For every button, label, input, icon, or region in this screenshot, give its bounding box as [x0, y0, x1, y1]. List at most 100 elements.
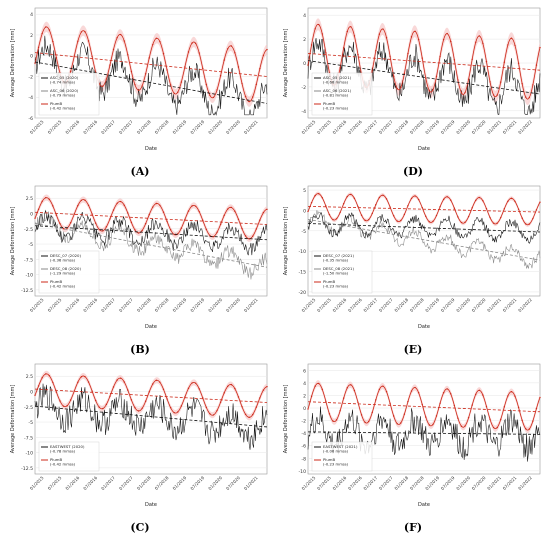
plumb-point — [244, 235, 247, 237]
x-tick-label: 07/2015 — [47, 475, 63, 491]
plumb-point — [98, 406, 100, 408]
x-tick-label: 01/2016 — [64, 475, 80, 491]
plumb-point — [241, 82, 243, 85]
plot-frame — [34, 185, 268, 297]
plumb-point — [521, 82, 523, 85]
plumb-point — [94, 222, 97, 224]
plumb-point — [475, 41, 477, 43]
plumb-point — [500, 418, 502, 421]
plumb-point — [510, 197, 513, 200]
plumb-point — [428, 221, 431, 223]
plumb-point — [148, 213, 150, 216]
legend-entry: DESC_07 (2021) (-0.35 mm/a) — [323, 253, 354, 262]
plumb-point — [77, 381, 79, 383]
plumb-point — [109, 395, 111, 397]
plumb-point — [435, 214, 438, 217]
plumb-point — [248, 416, 250, 419]
plumb-point — [442, 391, 445, 394]
x-tick-label: 01/2017 — [100, 119, 116, 135]
plumb-point — [155, 202, 158, 205]
plumb-point — [187, 51, 190, 53]
y-tick-label: 2 — [303, 393, 306, 399]
y-tick-label: 0 — [303, 208, 306, 214]
plumb-point — [41, 200, 43, 203]
plumb-point — [262, 389, 265, 391]
x-tick-label: 01/2017 — [100, 297, 116, 313]
x-tick-label: 07/2018 — [154, 119, 170, 135]
plumb-point — [252, 413, 254, 416]
plumb-point — [507, 395, 509, 397]
plumb-point — [55, 57, 58, 59]
panel-label: (E) — [403, 343, 423, 356]
plumb-point — [219, 223, 222, 226]
plumb-point — [191, 205, 193, 207]
x-tick-label: 07/2021 — [502, 119, 518, 135]
legend-entry: PlumB (-0.42 mm/a) — [50, 457, 76, 466]
plumb-point — [421, 206, 423, 209]
plumb-point — [152, 383, 154, 385]
plumb-point — [335, 218, 338, 220]
plumb-point — [59, 222, 61, 225]
plumb-point — [48, 29, 50, 31]
plumb-point — [109, 64, 111, 66]
plot-frame — [307, 185, 541, 297]
plumb-point — [392, 415, 395, 417]
plumb-trend-line — [34, 388, 268, 403]
plumb-point — [144, 222, 147, 225]
plumb-point — [321, 33, 323, 35]
plumb-point — [478, 196, 481, 199]
x-tick-label: 07/2020 — [471, 119, 487, 135]
plumb-point — [464, 221, 466, 224]
plumb-point — [227, 48, 229, 50]
plumb-point — [77, 204, 79, 207]
x-tick-label: 07/2020 — [225, 475, 241, 491]
plumb-point — [137, 89, 140, 91]
plumb-point — [266, 385, 268, 388]
black-trend-line — [34, 225, 268, 241]
plumb-point — [450, 199, 452, 201]
x-tick-label: 01/2019 — [172, 297, 188, 313]
plumb-point — [353, 35, 356, 37]
chart-panel: 2.5 0 -2.5 -5 -7.5 -10 -12.5 01/2015 07/2015 01/2… — [5, 358, 275, 536]
y-tick-label: 2.5 — [26, 196, 33, 202]
chart-panel: 5 0 -5 -10 -15 -20 01/2015 07/2015 01/2016 07/201… — [278, 180, 548, 358]
plumb-point — [467, 416, 470, 419]
plumb-point — [141, 407, 143, 410]
plumb-point — [442, 198, 445, 201]
plumb-point — [514, 44, 516, 47]
plumb-point — [321, 197, 323, 199]
plumb-point — [342, 397, 345, 399]
plumb-point — [230, 45, 233, 47]
plumb-point — [525, 428, 527, 430]
plumb-point — [414, 195, 416, 197]
plumb-point — [205, 83, 208, 86]
plumb-point — [130, 399, 133, 401]
black-trend-line — [307, 431, 541, 435]
plumb-point — [34, 62, 36, 64]
plumb-point — [471, 207, 473, 209]
plumb-point — [80, 31, 83, 33]
x-tick-label: 01/2017 — [362, 119, 378, 135]
plumb-point — [400, 86, 402, 89]
plumb-point — [130, 221, 133, 224]
plumb-point — [205, 406, 208, 409]
plumb-point — [241, 406, 243, 408]
x-tick-label: 01/2021 — [243, 297, 259, 313]
plumb-point — [234, 387, 236, 390]
plumb-series-line — [307, 193, 541, 226]
plumb-point — [180, 227, 183, 229]
y-axis-label: Average Deformation [mm] — [283, 207, 289, 276]
plumb-point — [69, 70, 72, 73]
chart-panel: 6 4 2 0 -2 -4 -6 -8 -10 01/2015 07/2015 01/2016 07/2… — [278, 358, 548, 536]
plumb-point — [510, 390, 513, 393]
plumb-point — [98, 228, 100, 231]
plumb-point — [244, 413, 247, 416]
plumb-point — [371, 212, 373, 215]
x-tick-label: 01/2020 — [207, 475, 223, 491]
plumb-point — [116, 202, 118, 205]
plumb-point — [432, 423, 434, 426]
plumb-point — [417, 38, 420, 41]
plumb-point — [400, 422, 402, 424]
plumb-point — [471, 404, 473, 406]
